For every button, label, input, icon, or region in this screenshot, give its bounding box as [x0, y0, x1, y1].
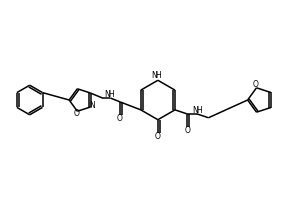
Text: O: O	[185, 126, 191, 135]
Text: H: H	[155, 71, 161, 80]
Text: H: H	[196, 106, 202, 115]
Text: N: N	[151, 71, 157, 80]
Text: O: O	[253, 80, 258, 89]
Text: O: O	[74, 109, 79, 118]
Text: N: N	[104, 90, 110, 99]
Text: N: N	[90, 101, 95, 110]
Text: O: O	[155, 132, 161, 141]
Text: N: N	[192, 106, 198, 115]
Text: H: H	[108, 90, 114, 99]
Text: O: O	[116, 114, 122, 123]
